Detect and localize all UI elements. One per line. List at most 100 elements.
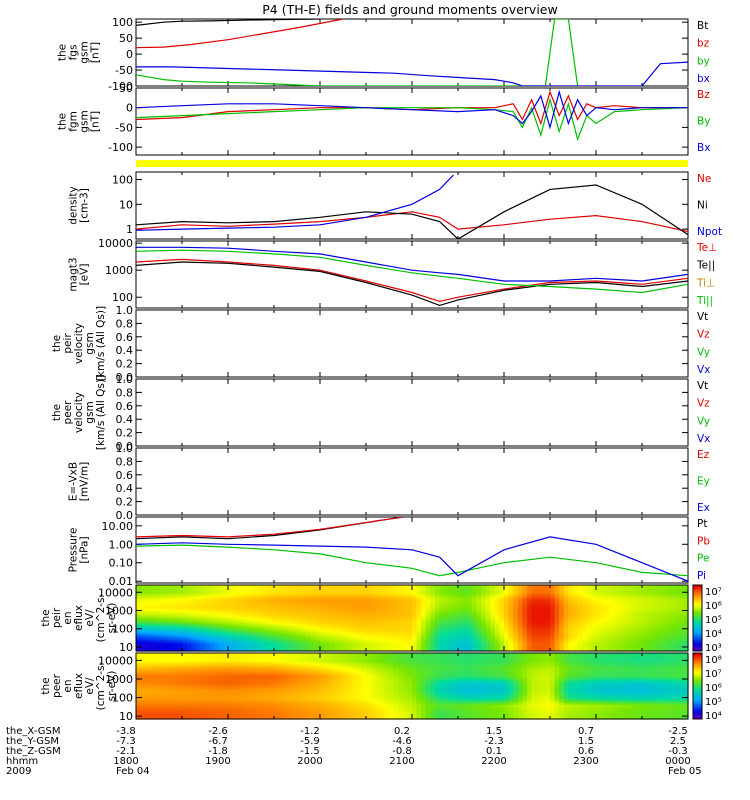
spectrogram-cell <box>375 606 381 609</box>
spectrogram-cell <box>554 596 560 599</box>
spectrogram-cell <box>301 627 307 631</box>
spectrogram-cell <box>255 611 261 614</box>
spectrogram-cell <box>398 591 404 594</box>
spectrogram-cell <box>398 622 404 626</box>
spectrogram-cell <box>476 639 482 642</box>
spectrogram-cell <box>375 619 381 622</box>
spectrogram-cell <box>246 616 252 619</box>
spectrogram-cell <box>163 598 169 601</box>
spectrogram-cell <box>384 647 390 650</box>
spectrogram-cell <box>600 598 606 601</box>
spectrogram-cell <box>531 631 537 634</box>
spectrogram-cell <box>573 634 579 637</box>
spectrogram-cell <box>554 588 560 591</box>
spectrogram-cell <box>471 601 477 604</box>
spectrogram-cell <box>389 588 395 591</box>
spectrogram-cell <box>448 594 454 598</box>
spectrogram-cell <box>596 598 602 601</box>
spectrogram-cell <box>389 631 395 634</box>
spectrogram-cell <box>338 646 344 649</box>
spectrogram-cell <box>182 649 188 652</box>
spectrogram-cell <box>255 621 261 624</box>
spectrogram-cell <box>228 649 234 652</box>
spectrogram-cell <box>609 642 615 645</box>
spectrogram-cell <box>435 631 441 634</box>
spectrogram-cell <box>366 585 372 588</box>
spectrogram-cell <box>563 591 569 594</box>
spectrogram-cell <box>343 594 349 598</box>
spectrogram-cell <box>563 613 569 616</box>
spectrogram-cell <box>218 589 224 593</box>
spectrogram-cell <box>205 609 211 612</box>
spectrogram-cell <box>614 589 620 593</box>
spectrogram-cell <box>637 601 643 604</box>
spectrogram-cell <box>278 593 284 596</box>
spectrogram-cell <box>481 637 487 641</box>
spectrogram-cell <box>536 644 542 647</box>
spectrogram-cell <box>467 639 473 642</box>
spectrogram-cell <box>540 618 546 621</box>
spectrogram-cell <box>467 634 473 637</box>
spectrogram-cell <box>655 593 661 596</box>
spectrogram-cell <box>527 586 533 589</box>
spectrogram-cell <box>255 603 261 606</box>
spectrogram-cell <box>306 636 312 639</box>
spectrogram-cell <box>338 644 344 647</box>
spectrogram-cell <box>140 618 146 621</box>
spectrogram-cell <box>283 644 289 647</box>
spectrogram-cell <box>517 622 523 626</box>
spectrogram-cell <box>333 613 339 616</box>
spectrogram-cell <box>504 636 510 639</box>
spectrogram-cell <box>577 608 583 611</box>
spectrogram-cell <box>494 647 500 650</box>
spectrogram-cell <box>600 622 606 626</box>
spectrogram-cell <box>462 589 468 593</box>
spectrogram-cell <box>375 639 381 642</box>
spectrogram-cell <box>453 604 459 608</box>
spectrogram-cell <box>200 594 206 598</box>
spectrogram-cell <box>177 599 183 603</box>
spectrogram-cell <box>237 649 243 652</box>
spectrogram-cell <box>343 621 349 624</box>
spectrogram-cell <box>338 634 344 637</box>
spectrogram-cell <box>573 609 579 612</box>
spectrogram-cell <box>522 616 528 619</box>
spectrogram-cell <box>499 601 505 604</box>
spectrogram-cell <box>596 644 602 647</box>
legend-item: Vx <box>697 433 710 445</box>
spectrogram-cell <box>554 611 560 614</box>
spectrogram-cell <box>352 598 358 601</box>
spectrogram-cell <box>352 649 358 652</box>
spectrogram-cell <box>228 606 234 609</box>
spectrogram-cell <box>568 594 574 598</box>
spectrogram-cell <box>310 596 316 599</box>
spectrogram-cell <box>352 591 358 594</box>
spectrogram-cell <box>458 593 464 596</box>
spectrogram-cell <box>283 609 289 612</box>
spectrogram-cell <box>513 589 519 593</box>
spectrogram-cell <box>195 642 201 645</box>
spectrogram-cell <box>356 601 362 604</box>
spectrogram-cell <box>205 644 211 647</box>
spectrogram-cell <box>264 642 270 645</box>
spectrogram-cell <box>343 626 349 629</box>
spectrogram-cell <box>228 634 234 637</box>
spectrogram-cell <box>393 596 399 599</box>
spectrogram-cell <box>384 619 390 622</box>
spectrogram-cell <box>177 604 183 608</box>
spectrogram-cell <box>232 624 238 627</box>
spectrogram-cell <box>508 606 514 609</box>
spectrogram-cell <box>292 618 298 621</box>
spectrogram-cell <box>343 618 349 621</box>
spectrogram-cell <box>545 606 551 609</box>
spectrogram-cell <box>366 596 372 599</box>
spectrogram-cell <box>416 649 422 652</box>
spectrogram-cell <box>301 639 307 642</box>
spectrogram-cell <box>145 629 151 632</box>
spectrogram-cell <box>513 621 519 624</box>
spectrogram-cell <box>320 631 326 634</box>
spectrogram-cell <box>550 621 556 624</box>
spectrogram-cell <box>582 588 588 591</box>
spectrogram-cell <box>499 586 505 589</box>
spectrogram-cell <box>195 599 201 603</box>
